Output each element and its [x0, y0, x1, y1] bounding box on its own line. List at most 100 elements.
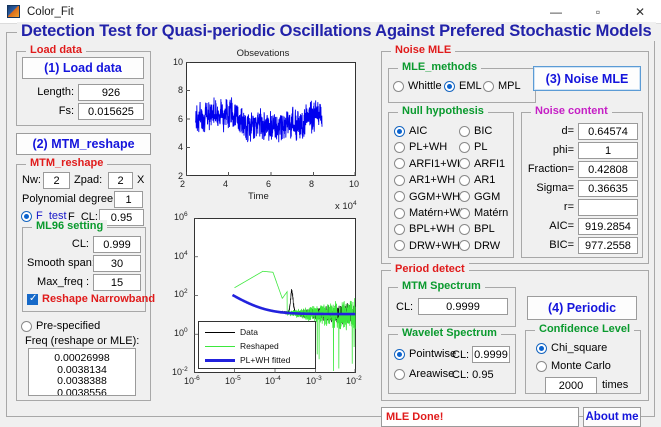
radio-bpl-wh[interactable]: BPL+WH: [394, 223, 455, 235]
null-hypothesis-label: GGM+WH: [409, 190, 461, 203]
radio-dot-icon: [21, 320, 32, 332]
eml-label: EML: [459, 80, 482, 92]
freq-list-item[interactable]: 0.0038556: [57, 386, 107, 396]
noise-d-field[interactable]: 0.64574: [578, 123, 638, 140]
x-exponent-base: x 10: [335, 201, 353, 213]
spec-xtick-3: 10-3: [306, 375, 322, 386]
f-cl-field[interactable]: 0.95: [99, 209, 144, 226]
spectrum-series: [194, 218, 356, 373]
radio-chi-square[interactable]: Chi_square: [536, 342, 607, 354]
mtm-reshape-button[interactable]: (2) MTM_reshape: [16, 133, 151, 155]
radio-mpl[interactable]: MPL: [483, 80, 521, 92]
maximize-icon[interactable]: ▫: [595, 5, 601, 19]
zpad-label: Zpad:: [74, 174, 103, 186]
radio-drw-wh[interactable]: DRW+WH: [394, 240, 460, 252]
length-label: Length:: [37, 86, 74, 98]
radio-mat-rn-wh[interactable]: Matérn+WH: [394, 207, 468, 219]
obs-ytick-0: 2: [178, 171, 184, 181]
observations-xlabel: Time: [248, 191, 269, 202]
radio-dot-icon: [394, 207, 405, 219]
pointwise-cl-field[interactable]: 0.9999: [472, 346, 510, 363]
polynomial-degree-field[interactable]: 1: [114, 191, 143, 208]
title-bar: Color_Fit — ▫ ✕: [0, 0, 661, 24]
radio-f-test[interactable]: F_test: [21, 210, 67, 222]
close-icon[interactable]: ✕: [634, 5, 646, 19]
radio-bic[interactable]: BIC: [459, 125, 492, 137]
legend-line-icon: [205, 358, 235, 362]
radio-pre-specified[interactable]: Pre-specified: [21, 320, 100, 332]
radio-dot-icon: [394, 141, 405, 153]
minimize-icon[interactable]: —: [550, 5, 562, 19]
max-freq-field[interactable]: 15: [93, 274, 141, 291]
radio-eml[interactable]: EML: [444, 80, 482, 92]
noise-aic-field[interactable]: 919.2854: [578, 218, 638, 235]
obs-ytick-1: 4: [178, 142, 184, 152]
radio-areawise[interactable]: Areawise: [394, 368, 454, 380]
noise-r-field[interactable]: [578, 199, 638, 216]
radio-dot-icon: [459, 240, 470, 252]
freq-list-item[interactable]: 0.0038388: [57, 375, 107, 387]
zpad-suffix-label: X: [137, 174, 145, 186]
radio-dot-icon: [394, 158, 405, 170]
smooth-span-field[interactable]: 30: [93, 255, 141, 272]
about-me-button[interactable]: About me: [583, 407, 641, 427]
radio-pl[interactable]: PL: [459, 141, 487, 153]
noise-mle-run-button[interactable]: (3) Noise MLE: [533, 66, 641, 91]
wavelet-spectrum-group: Wavelet Spectrum: [388, 327, 516, 394]
noise-bic-field[interactable]: 977.2558: [578, 237, 638, 254]
radio-whittle[interactable]: Whittle: [393, 80, 442, 92]
null-hypothesis-label: DRW: [474, 239, 501, 252]
radio-monte-carlo[interactable]: Monte Carlo: [536, 360, 611, 372]
nw-field[interactable]: 2: [43, 172, 70, 189]
mtm-cl-field[interactable]: 0.9999: [418, 298, 508, 315]
null-hypothesis-label: ARFI1+WH: [409, 157, 465, 170]
noise-fraction-field[interactable]: 0.42808: [578, 161, 638, 178]
freq-list-item[interactable]: 0.00026998: [54, 352, 110, 364]
legend-entry-fit: PL+WH fitted: [205, 355, 290, 365]
radio-dot-icon: [459, 141, 470, 153]
radio-ggm[interactable]: GGM: [459, 191, 500, 203]
load-data-button[interactable]: (1) Load data: [22, 57, 144, 79]
radio-bpl[interactable]: BPL: [459, 223, 495, 235]
radio-pointwise[interactable]: Pointwise: [394, 348, 456, 360]
radio-pl-wh[interactable]: PL+WH: [394, 141, 447, 153]
freq-list-item[interactable]: 0.0038134: [57, 363, 107, 376]
spec-ytick-3: 104: [174, 250, 188, 261]
radio-ggm-wh[interactable]: GGM+WH: [394, 191, 460, 203]
legend-entry-reshaped: Reshaped: [205, 341, 279, 351]
radio-aic[interactable]: AIC: [394, 125, 427, 137]
radio-dot-icon: [394, 368, 405, 380]
mpl-label: MPL: [498, 80, 521, 92]
monte-carlo-times-field[interactable]: 2000: [545, 377, 597, 394]
radio-dot-icon: [536, 360, 547, 372]
length-field[interactable]: 926: [78, 84, 144, 101]
obs-ytick-3: 8: [178, 85, 184, 95]
radio-arfi1[interactable]: ARFI1: [459, 158, 505, 170]
noise-fraction-label: Fraction=: [527, 163, 574, 175]
radio-arfi1-wh[interactable]: ARFI1+WH: [394, 158, 465, 170]
radio-ar1[interactable]: AR1: [459, 174, 495, 186]
observations-plot-title: Obsevations: [236, 48, 290, 59]
pre-specified-label: Pre-specified: [36, 320, 101, 332]
radio-mat-rn[interactable]: Matérn: [459, 207, 508, 219]
fs-field[interactable]: 0.015625: [78, 103, 144, 120]
spec-xtick-4: 10-2: [346, 375, 362, 386]
chi-square-label: Chi_square: [551, 342, 608, 354]
spec-xtick-2: 10-4: [265, 375, 281, 386]
radio-drw[interactable]: DRW: [459, 240, 500, 252]
main-panel: Detection Test for Quasi-periodic Oscill…: [0, 22, 661, 427]
radio-dot-icon: [394, 240, 405, 252]
periodic-run-button[interactable]: (4) Periodic: [527, 296, 637, 320]
radio-ar1-wh[interactable]: AR1+WH: [394, 174, 455, 186]
zpad-field[interactable]: 2: [108, 172, 133, 189]
null-hypothesis-legend: Null hypothesis: [398, 105, 488, 117]
f-test-label: F_test: [36, 210, 67, 222]
ml96-cl-field[interactable]: 0.999: [93, 236, 141, 253]
pointwise-label: Pointwise: [409, 348, 457, 360]
radio-dot-icon: [459, 158, 470, 170]
checkbox-reshape-narrowband[interactable]: Reshape Narrowband: [27, 293, 155, 305]
spec-xtick-0: 10-6: [184, 375, 200, 386]
noise-sigma-field[interactable]: 0.36635: [578, 180, 638, 197]
freq-listbox[interactable]: 0.00026998 0.0038134 0.0038388 0.0038556: [28, 348, 136, 396]
noise-phi-field[interactable]: 1: [578, 142, 638, 159]
